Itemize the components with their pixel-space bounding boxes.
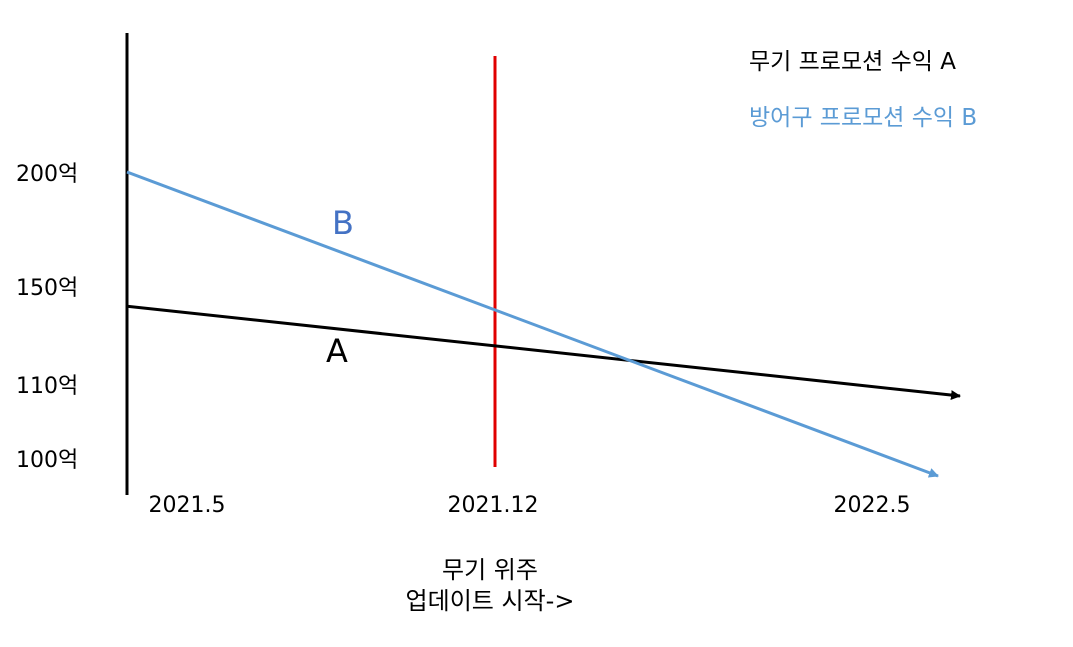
marker-annotation-line-2: 업데이트 시작->	[405, 587, 575, 615]
y-tick-label: 150억	[16, 276, 79, 301]
legend-entry-b: 방어구 프로모션 수익 B	[749, 105, 978, 131]
x-tick-label: 2022.5	[833, 493, 911, 518]
series-b-line	[126, 170, 939, 478]
x-tick-label: 2021.12	[447, 493, 539, 518]
y-tick-label: 110억	[16, 374, 79, 399]
marker-annotation-line-1: 무기 위주	[442, 556, 538, 584]
legend-entry-a: 무기 프로모션 수익 A	[749, 49, 956, 75]
series-a-line	[126, 304, 961, 401]
x-tick-label: 2021.5	[148, 493, 226, 518]
series-label-b: B	[332, 204, 354, 242]
y-tick-label: 200억	[16, 162, 79, 187]
marker-annotation: 무기 위주 업데이트 시작->	[406, 555, 575, 617]
y-tick-label: 100억	[16, 448, 79, 473]
series-label-a: A	[326, 332, 348, 370]
